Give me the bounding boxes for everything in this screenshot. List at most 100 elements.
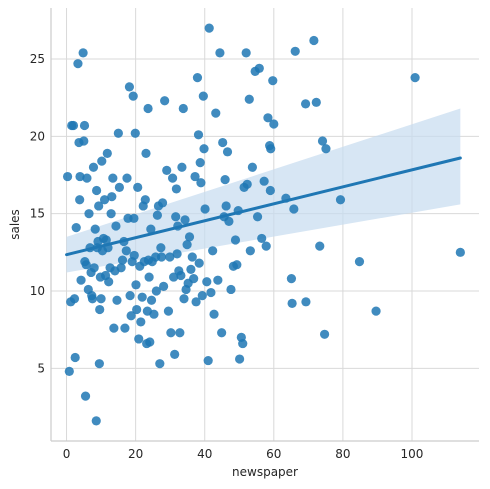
data-point	[220, 175, 230, 185]
data-point	[109, 323, 119, 333]
data-point	[160, 96, 170, 106]
data-point	[104, 277, 114, 287]
data-point	[230, 235, 241, 245]
data-point	[163, 306, 174, 316]
data-point	[165, 252, 175, 262]
y-tick-label: 15	[30, 207, 45, 221]
data-point	[268, 76, 278, 86]
data-point	[213, 275, 223, 285]
data-point	[315, 241, 325, 251]
data-point	[125, 291, 135, 301]
data-point	[197, 291, 207, 301]
data-point	[180, 215, 190, 225]
data-point	[152, 210, 162, 220]
data-point	[167, 173, 178, 183]
data-point	[171, 212, 181, 222]
data-point	[354, 257, 365, 267]
data-point	[94, 359, 104, 369]
data-point	[170, 349, 180, 359]
data-point	[143, 103, 153, 114]
y-tick-label: 20	[30, 129, 45, 143]
data-point	[179, 294, 189, 304]
data-point	[94, 201, 104, 211]
data-point	[182, 240, 192, 250]
data-point	[289, 204, 299, 214]
data-point	[222, 147, 233, 157]
data-point	[286, 274, 297, 284]
data-point	[252, 212, 263, 222]
data-point	[221, 201, 231, 211]
data-point	[211, 108, 221, 118]
data-point	[204, 23, 214, 33]
data-point	[137, 292, 147, 302]
data-point	[126, 311, 136, 321]
data-point	[122, 173, 132, 183]
data-point	[224, 216, 234, 227]
data-point	[144, 272, 154, 282]
data-point	[90, 224, 100, 234]
data-point	[120, 323, 130, 333]
data-point	[146, 224, 156, 234]
data-point	[102, 148, 112, 158]
x-tick-label: 20	[128, 447, 143, 461]
data-point	[96, 294, 106, 304]
data-point	[226, 284, 236, 295]
x-tick-label: 40	[197, 447, 212, 461]
data-point	[95, 304, 105, 315]
data-point	[73, 59, 83, 69]
data-point	[75, 171, 85, 182]
y-tick-label: 25	[30, 52, 45, 66]
data-point	[91, 185, 102, 196]
data-point	[107, 192, 117, 202]
data-point	[171, 184, 181, 194]
data-point	[254, 63, 264, 73]
data-point	[79, 120, 90, 131]
data-point	[114, 182, 124, 192]
data-point	[70, 352, 80, 363]
x-axis-ticks: 0 20 40 60 80 100	[63, 447, 424, 461]
data-point	[136, 317, 146, 327]
data-point	[99, 195, 110, 205]
data-point	[287, 298, 297, 308]
data-point	[169, 272, 179, 282]
data-point	[176, 270, 186, 281]
data-point	[156, 243, 166, 253]
data-point	[309, 35, 319, 46]
data-point	[198, 91, 208, 101]
data-point	[166, 328, 176, 338]
data-point	[146, 295, 157, 305]
data-point	[128, 91, 138, 101]
data-point	[217, 328, 227, 338]
data-point	[172, 249, 182, 259]
data-point	[89, 263, 99, 273]
data-point	[196, 178, 206, 188]
data-point	[186, 264, 196, 274]
y-axis-label: sales	[8, 209, 22, 240]
data-point	[156, 252, 167, 262]
data-point	[131, 280, 141, 290]
data-point	[192, 72, 203, 83]
data-point	[238, 338, 248, 349]
y-tick-label: 5	[37, 361, 45, 375]
data-point	[203, 355, 213, 366]
data-point	[62, 171, 73, 182]
data-point	[232, 260, 242, 270]
data-point	[209, 309, 219, 319]
data-point	[112, 295, 122, 305]
data-point	[113, 128, 123, 138]
data-point	[84, 209, 94, 219]
data-point	[116, 263, 126, 273]
data-point	[108, 173, 118, 183]
data-point	[242, 179, 252, 189]
data-point	[134, 334, 144, 344]
data-point	[155, 359, 165, 369]
data-point	[132, 304, 142, 315]
data-point	[241, 48, 251, 58]
data-point	[157, 198, 168, 208]
data-point	[75, 195, 85, 205]
data-point	[101, 235, 111, 245]
data-point	[69, 294, 80, 304]
data-point	[78, 48, 88, 58]
data-points	[62, 23, 465, 426]
data-point	[187, 252, 197, 262]
